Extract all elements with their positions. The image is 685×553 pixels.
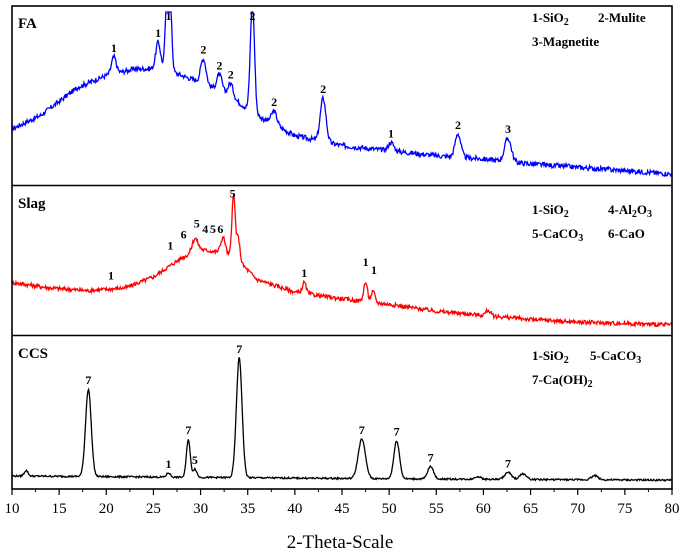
x-axis-title: 2-Theta-Scale <box>287 532 394 553</box>
legend-entry: 3-Magnetite <box>532 34 599 49</box>
x-tick-label: 50 <box>382 501 397 517</box>
peak-label: 1 <box>363 255 369 269</box>
peak-label: 7 <box>236 342 242 356</box>
x-tick-label: 70 <box>570 501 585 517</box>
x-tick-label: 40 <box>287 501 302 517</box>
legend-entry: 7-Ca(OH)2 <box>532 372 593 390</box>
x-tick-label: 35 <box>240 501 255 517</box>
peak-label: 1 <box>301 266 307 280</box>
panel-ccs: 7 1 7 5 7 7 7 7 7 CCS 1-SiO2 5-CaCO3 7-Ca(OH)2 <box>11 342 673 482</box>
peak-label: 2 <box>228 67 234 81</box>
legend-entry: 1-SiO2 <box>532 202 569 220</box>
x-tick-label: 80 <box>665 501 680 517</box>
peak-label: 5 <box>210 222 216 236</box>
panel-title: FA <box>18 16 37 32</box>
legend-entry: 6-CaO <box>608 226 645 241</box>
peak-label: 2 <box>200 42 206 56</box>
peak-label: 1 <box>166 457 172 471</box>
peak-label: 7 <box>185 423 191 437</box>
peak-label: 3 <box>505 122 511 136</box>
panel-title: CCS <box>18 346 48 362</box>
legend-entry: 2-Mulite <box>598 10 646 25</box>
x-tick-label: 60 <box>476 501 491 517</box>
panel-title: Slag <box>18 196 46 212</box>
peak-label: 2 <box>271 95 277 109</box>
peak-label: 7 <box>505 456 511 470</box>
x-tick-label: 75 <box>617 501 632 517</box>
legend-entry: 5-CaCO3 <box>590 348 641 366</box>
peak-label: 5 <box>230 186 236 200</box>
peak-label: 2 <box>216 58 222 72</box>
peak-label: 1 <box>108 269 114 283</box>
peak-label: 6 <box>217 222 223 236</box>
peak-label: 1 <box>388 126 394 140</box>
peak-label: 7 <box>428 450 434 464</box>
x-tick-label: 65 <box>523 501 538 517</box>
peak-label: 1 <box>371 263 377 277</box>
peak-label: 7 <box>394 425 400 439</box>
plot-frame <box>11 5 673 490</box>
x-axis: 10 15 20 25 30 35 40 45 50 55 60 65 70 75 80 <box>5 489 680 517</box>
peak-label: 1 <box>111 41 117 55</box>
peak-label: 2 <box>320 82 326 96</box>
x-tick-label: 20 <box>99 501 114 517</box>
peak-label: 1 <box>167 239 173 253</box>
peak-label: 5 <box>194 217 200 231</box>
x-tick-label: 30 <box>193 501 208 517</box>
legend-entry: 5-CaCO3 <box>532 226 583 244</box>
x-tick-label: 15 <box>52 501 67 517</box>
peak-label: 4 <box>202 222 208 236</box>
peak-label: 2 <box>249 9 255 23</box>
legend-entry: 1-SiO2 <box>532 10 569 28</box>
peak-label: 1 <box>166 9 172 23</box>
trace-fa <box>11 11 673 178</box>
peak-label: 2 <box>455 118 461 132</box>
x-tick-label: 55 <box>429 501 444 517</box>
x-tick-label: 10 <box>5 501 20 517</box>
trace-ccs <box>11 357 673 482</box>
x-tick-label: 25 <box>146 501 161 517</box>
legend-entry: 4-Al2O3 <box>608 202 652 220</box>
peak-label: 5 <box>192 453 198 467</box>
peak-label: 1 <box>155 26 161 40</box>
peak-label: 7 <box>85 373 91 387</box>
legend-entry: 1-SiO2 <box>532 348 569 366</box>
peak-label: 7 <box>359 423 365 437</box>
x-tick-label: 45 <box>335 501 350 517</box>
trace-slag <box>11 193 673 329</box>
peak-label: 6 <box>181 228 187 242</box>
